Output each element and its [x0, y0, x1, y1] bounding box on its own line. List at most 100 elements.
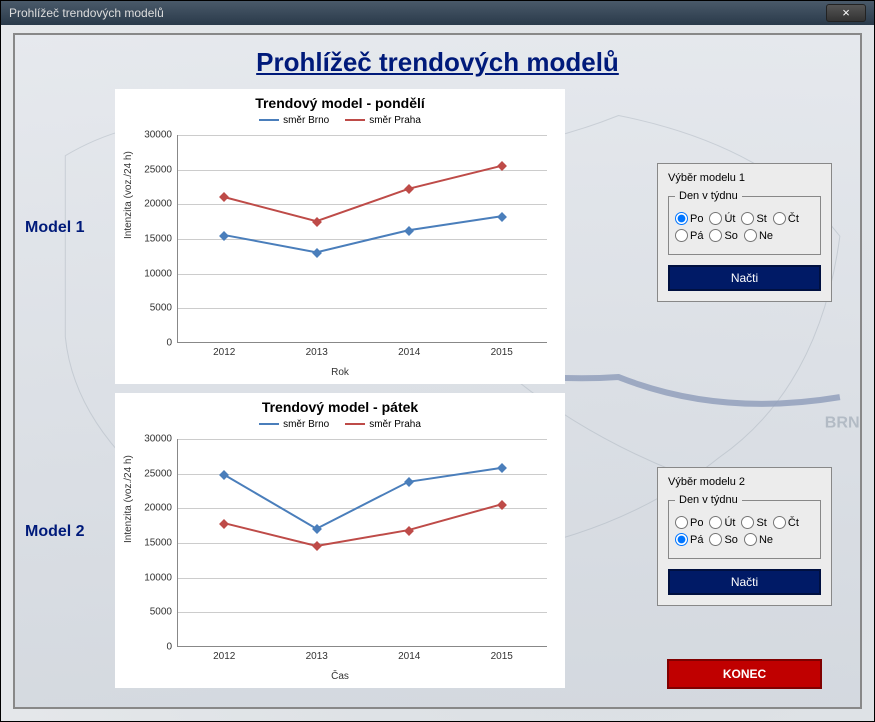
legend-line-icon [259, 119, 279, 121]
y-tick-label: 15000 [130, 234, 172, 245]
panel2-radio-label: Po [690, 517, 703, 529]
legend-label: směr Praha [369, 115, 421, 126]
x-tick-label: 2014 [398, 347, 420, 358]
panel1-radio-po[interactable] [675, 212, 688, 225]
panel1-radio-label: Po [690, 213, 703, 225]
x-tick-label: 2012 [213, 347, 235, 358]
panel1-radio-label: St [756, 213, 766, 225]
panel1-radio-st[interactable] [741, 212, 754, 225]
panel1-option-po[interactable]: Po [675, 212, 703, 225]
legend-line-icon [259, 423, 279, 425]
model-2-selector-panel: Výběr modelu 2 Den v týdnu Po Út St Čt Pá So N… [657, 467, 832, 606]
legend-label: směr Praha [369, 419, 421, 430]
titlebar: Prohlížeč trendových modelů × [1, 1, 874, 25]
legend-item: směr Praha [345, 419, 421, 430]
legend-item: směr Praha [345, 115, 421, 126]
load-model-1-button[interactable]: Načti [668, 265, 821, 291]
legend-label: směr Brno [283, 419, 329, 430]
exit-button[interactable]: KONEC [667, 659, 822, 689]
panel1-option-ne[interactable]: Ne [744, 229, 773, 242]
x-tick-label: 2012 [213, 651, 235, 662]
legend-line-icon [345, 423, 365, 425]
panel1-radio-pá[interactable] [675, 229, 688, 242]
plot-area: 0500010000150002000025000300002012201320… [177, 135, 547, 343]
chart-legend: směr Brno směr Praha [115, 419, 565, 430]
y-tick-label: 10000 [130, 572, 172, 583]
panel-2-title: Výběr modelu 2 [668, 476, 821, 488]
model-1-selector-panel: Výběr modelu 1 Den v týdnu Po Út St Čt Pá So N… [657, 163, 832, 302]
x-tick-label: 2015 [491, 651, 513, 662]
panel1-option-pá[interactable]: Pá [675, 229, 703, 242]
chart-2: Trendový model - páteksměr Brnosměr Prah… [115, 393, 565, 688]
client-area: BRN Prohlížeč trendových modelů Model 1 … [1, 25, 874, 721]
x-tick-label: 2013 [306, 347, 328, 358]
panel2-option-čt[interactable]: Čt [773, 516, 799, 529]
panel1-radio-label: Ne [759, 230, 773, 242]
legend-item: směr Brno [259, 115, 329, 126]
panel1-option-čt[interactable]: Čt [773, 212, 799, 225]
x-tick-label: 2014 [398, 651, 420, 662]
panel1-radio-label: Pá [690, 230, 703, 242]
panel2-radio-st[interactable] [741, 516, 754, 529]
load-model-2-button[interactable]: Načti [668, 569, 821, 595]
panel1-option-út[interactable]: Út [709, 212, 735, 225]
y-tick-label: 20000 [130, 503, 172, 514]
panel2-option-ne[interactable]: Ne [744, 533, 773, 546]
panel2-option-st[interactable]: St [741, 516, 766, 529]
panel1-radio-label: Čt [788, 213, 799, 225]
x-tick-label: 2013 [306, 651, 328, 662]
panel2-option-út[interactable]: Út [709, 516, 735, 529]
y-tick-label: 30000 [130, 130, 172, 141]
panel-1-group-label: Den v týdnu [675, 190, 742, 202]
panel2-radio-label: Čt [788, 517, 799, 529]
chart-title: Trendový model - pondělí [115, 95, 565, 111]
panel2-option-po[interactable]: Po [675, 516, 703, 529]
panel1-radio-ne[interactable] [744, 229, 757, 242]
panel2-radio-út[interactable] [709, 516, 722, 529]
panel1-option-so[interactable]: So [709, 229, 737, 242]
chart-1: Trendový model - pondělí směr Brno směr Pr… [115, 89, 565, 384]
content-frame: BRN Prohlížeč trendových modelů Model 1 … [13, 33, 862, 709]
panel2-radio-label: Ne [759, 534, 773, 546]
y-axis-label: Intenzita (voz./24 h) [123, 455, 134, 543]
panel2-radio-so[interactable] [709, 533, 722, 546]
app-window: Prohlížeč trendových modelů × BRN Prohlí… [0, 0, 875, 722]
panel1-option-st[interactable]: St [741, 212, 766, 225]
panel2-radio-pá[interactable] [675, 533, 688, 546]
panel2-radio-label: Pá [690, 534, 703, 546]
window-close-button[interactable]: × [826, 4, 866, 22]
panel2-option-so[interactable]: So [709, 533, 737, 546]
legend-label: směr Brno [283, 115, 329, 126]
panel1-radio-so[interactable] [709, 229, 722, 242]
panel2-option-pá[interactable]: Pá [675, 533, 703, 546]
panel2-radio-label: So [724, 534, 737, 546]
chart-legend: směr Brno směr Praha [115, 115, 565, 126]
y-tick-label: 5000 [130, 303, 172, 314]
panel1-radio-út[interactable] [709, 212, 722, 225]
y-tick-label: 5000 [130, 607, 172, 618]
y-tick-label: 20000 [130, 199, 172, 210]
plot-area: 0500010000150002000025000300002012201320… [177, 439, 547, 647]
legend-line-icon [345, 119, 365, 121]
panel2-radio-label: Út [724, 517, 735, 529]
y-tick-label: 0 [130, 338, 172, 349]
panel-2-day-group: Den v týdnu Po Út St Čt Pá So Ne [668, 494, 821, 559]
series-line [178, 135, 547, 342]
panel2-radio-čt[interactable] [773, 516, 786, 529]
model-2-label: Model 2 [25, 523, 115, 541]
panel-1-title: Výběr modelu 1 [668, 172, 821, 184]
series-line [178, 439, 547, 646]
window-title: Prohlížeč trendových modelů [9, 6, 164, 20]
y-axis-label: Intenzita (voz./24 h) [123, 151, 134, 239]
panel1-radio-čt[interactable] [773, 212, 786, 225]
panel2-radio-ne[interactable] [744, 533, 757, 546]
close-icon: × [842, 5, 850, 20]
y-tick-label: 25000 [130, 164, 172, 175]
panel-2-group-label: Den v týdnu [675, 494, 742, 506]
legend-item: směr Brno [259, 419, 329, 430]
x-axis-label: Rok [115, 367, 565, 378]
y-tick-label: 25000 [130, 468, 172, 479]
panel1-radio-label: Út [724, 213, 735, 225]
panel2-radio-po[interactable] [675, 516, 688, 529]
model-1-label: Model 1 [25, 219, 115, 237]
